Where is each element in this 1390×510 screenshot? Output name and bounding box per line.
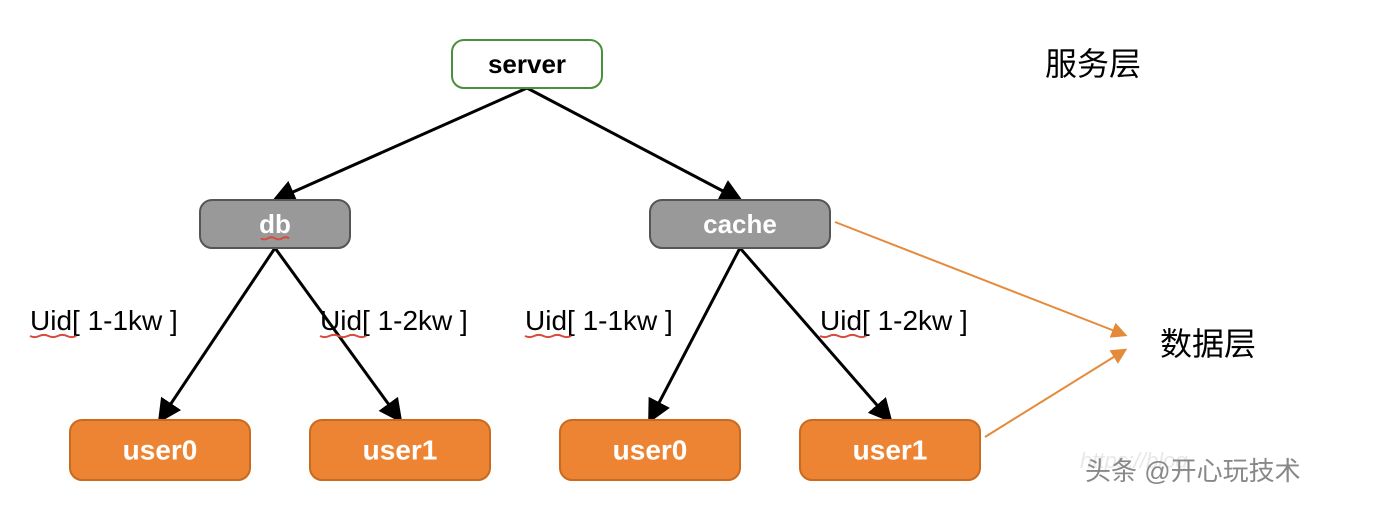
edge-labels: Uid[ 1-1kw ] Uid[ 1-2kw ] Uid[ 1-1kw ] Uid[… [30, 305, 968, 337]
node-label-user1a: user1 [363, 435, 438, 466]
edge-server-cache [527, 88, 740, 200]
edge-label-cache_user0: Uid[ 1-1kw ] [525, 305, 673, 336]
diagram-canvas: server db cache user0 user1 user0 user1 Uid[ 1… [0, 0, 1390, 510]
pointer-edge-1 [985, 350, 1125, 437]
side-labels: 服务层数据层https://blog头条 @开心玩技术 [1045, 46, 1301, 486]
nodes-group: server db cache user0 user1 user0 user1 [70, 40, 980, 480]
service-layer-label: 服务层 [1045, 46, 1141, 82]
edges-black [160, 88, 890, 420]
edge-label-db_user0: Uid[ 1-1kw ] [30, 305, 178, 336]
node-server: server [452, 40, 602, 88]
node-label-cache: cache [703, 209, 777, 239]
node-label-server: server [488, 49, 566, 79]
node-user1a: user1 [310, 420, 490, 480]
node-label-user0a: user0 [123, 435, 198, 466]
data-layer-label: 数据层 [1160, 326, 1256, 362]
edge-server-db [275, 88, 527, 200]
node-label-user0b: user0 [613, 435, 688, 466]
node-db: db [200, 200, 350, 248]
edge-label-db_user1: Uid[ 1-2kw ] [320, 305, 468, 336]
node-label-user1b: user1 [853, 435, 928, 466]
node-label-db: db [259, 209, 291, 239]
node-user1b: user1 [800, 420, 980, 480]
node-user0b: user0 [560, 420, 740, 480]
node-cache: cache [650, 200, 830, 248]
edge-label-cache_user1: Uid[ 1-2kw ] [820, 305, 968, 336]
node-user0a: user0 [70, 420, 250, 480]
watermark-text: 头条 @开心玩技术 [1085, 456, 1301, 486]
